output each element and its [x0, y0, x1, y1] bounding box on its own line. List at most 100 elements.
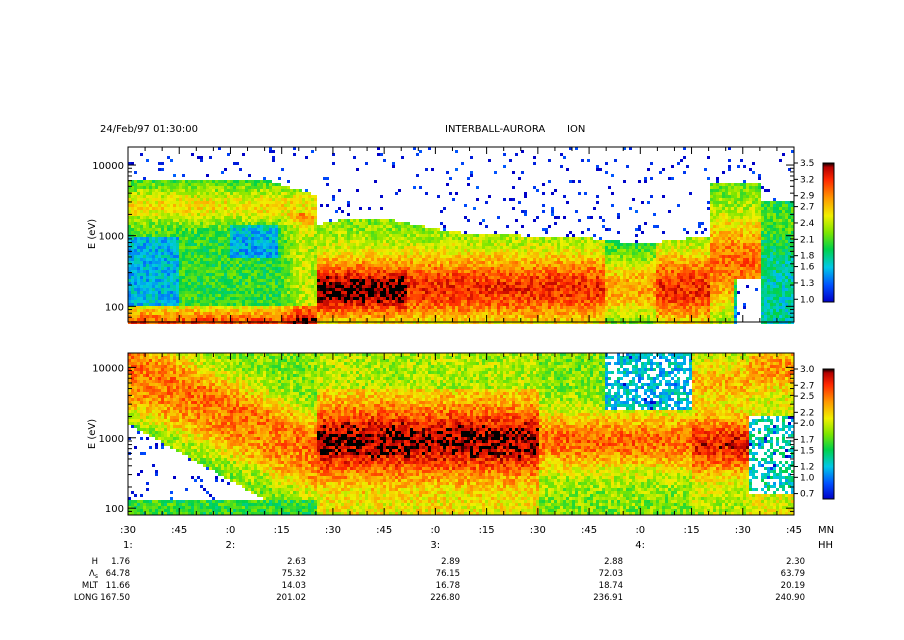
spectrogram-cell	[305, 195, 308, 198]
spectrogram-cell	[134, 237, 137, 240]
spectrogram-cell	[350, 252, 353, 255]
spectrogram-cell	[377, 276, 380, 279]
spectrogram-cell	[245, 201, 248, 204]
spectrogram-cell	[365, 300, 368, 303]
spectrogram-cell	[284, 222, 287, 225]
spectrogram-cell	[239, 216, 242, 219]
spectrogram-cell	[131, 297, 134, 300]
spectrogram-cell	[476, 312, 479, 315]
spectrogram-cell	[284, 300, 287, 303]
spectrogram-cell	[383, 234, 386, 237]
spectrogram-cell	[281, 222, 284, 225]
spectrogram-cell	[173, 219, 176, 222]
spectrogram-cell	[344, 270, 347, 273]
spectrogram-cell	[326, 285, 329, 288]
spectrogram-cell	[482, 300, 485, 303]
spectrogram-cell	[299, 267, 302, 270]
spectrogram-cell	[260, 267, 263, 270]
spectrogram-cell	[428, 285, 431, 288]
spectrogram-cell	[224, 264, 227, 267]
spectrogram-cell	[341, 234, 344, 237]
spectrogram-cell	[392, 222, 395, 225]
spectrogram-cell	[128, 183, 131, 186]
spectrogram-cell	[323, 294, 326, 297]
spectrogram-cell	[215, 300, 218, 303]
spectrogram-cell	[227, 258, 230, 261]
spectrogram-cell	[329, 276, 332, 279]
spectrogram-cell	[386, 222, 389, 225]
spectrogram-cell	[266, 291, 269, 294]
spectrogram-cell	[239, 231, 242, 234]
spectrogram-cell	[200, 261, 203, 264]
spectrogram-cell	[167, 270, 170, 273]
spectrogram-cell	[158, 279, 161, 282]
spectrogram-cell	[305, 276, 308, 279]
spectrogram-cell	[161, 168, 164, 171]
spectrogram-cell	[296, 279, 299, 282]
spectrogram-cell	[275, 249, 278, 252]
spectrogram-cell	[404, 306, 407, 309]
spectrogram-cell	[230, 288, 233, 291]
spectrogram-cell	[233, 222, 236, 225]
spectrogram-cell	[398, 297, 401, 300]
spectrogram-cell	[458, 252, 461, 255]
spectrogram-cell	[365, 288, 368, 291]
spectrogram-cell	[422, 237, 425, 240]
spectrogram-cell	[242, 180, 245, 183]
spectrogram-cell	[161, 261, 164, 264]
spectrogram-cell	[419, 291, 422, 294]
spectrogram-cell	[344, 228, 347, 231]
spectrogram-cell	[374, 282, 377, 285]
spectrogram-cell	[152, 195, 155, 198]
spectrogram-cell	[323, 258, 326, 261]
spectrogram-cell	[479, 270, 482, 273]
spectrogram-cell	[443, 306, 446, 309]
spectrogram-cell	[281, 210, 284, 213]
spectrogram-cell	[227, 246, 230, 249]
spectrogram-cell	[134, 282, 137, 285]
spectrogram-cell	[419, 315, 422, 318]
spectrogram-cell	[173, 258, 176, 261]
spectrogram-cell	[287, 180, 290, 183]
spectrogram-cell	[461, 279, 464, 282]
spectrogram-cell	[161, 201, 164, 204]
spectrogram-cell	[170, 312, 173, 315]
spectrogram-cell	[470, 291, 473, 294]
spectrogram-cell	[236, 297, 239, 300]
spectrogram-cell	[242, 192, 245, 195]
spectrogram-cell	[227, 240, 230, 243]
spectrogram-cell	[317, 228, 320, 231]
spectrogram-cell	[329, 234, 332, 237]
spectrogram-cell	[224, 312, 227, 315]
spectrogram-cell	[269, 297, 272, 300]
spectrogram-cell	[170, 267, 173, 270]
spectrogram-cell	[365, 249, 368, 252]
spectrogram-cell	[158, 258, 161, 261]
spectrogram-cell	[347, 255, 350, 258]
spectrogram-cell	[128, 261, 131, 264]
spectrogram-cell	[182, 213, 185, 216]
spectrogram-cell	[227, 201, 230, 204]
spectrogram-cell	[221, 288, 224, 291]
spectrogram-cell	[200, 273, 203, 276]
spectrogram-cell	[266, 222, 269, 225]
spectrogram-cell	[161, 282, 164, 285]
spectrogram-cell	[206, 210, 209, 213]
spectrogram-cell	[416, 312, 419, 315]
spectrogram-cell	[185, 315, 188, 318]
spectrogram-cell	[191, 291, 194, 294]
spectrogram-cell	[398, 312, 401, 315]
spectrogram-cell	[185, 225, 188, 228]
spectrogram-cell	[482, 270, 485, 273]
spectrogram-cell	[191, 189, 194, 192]
spectrogram-cell	[155, 201, 158, 204]
spectrogram-cell	[434, 249, 437, 252]
spectrogram-cell	[215, 318, 218, 321]
spectrogram-cell	[158, 207, 161, 210]
spectrogram-cell	[305, 315, 308, 318]
spectrogram-cell	[416, 249, 419, 252]
spectrogram-cell	[320, 294, 323, 297]
spectrogram-cell	[329, 249, 332, 252]
spectrogram-cell	[479, 222, 482, 225]
spectrogram-cell	[470, 252, 473, 255]
